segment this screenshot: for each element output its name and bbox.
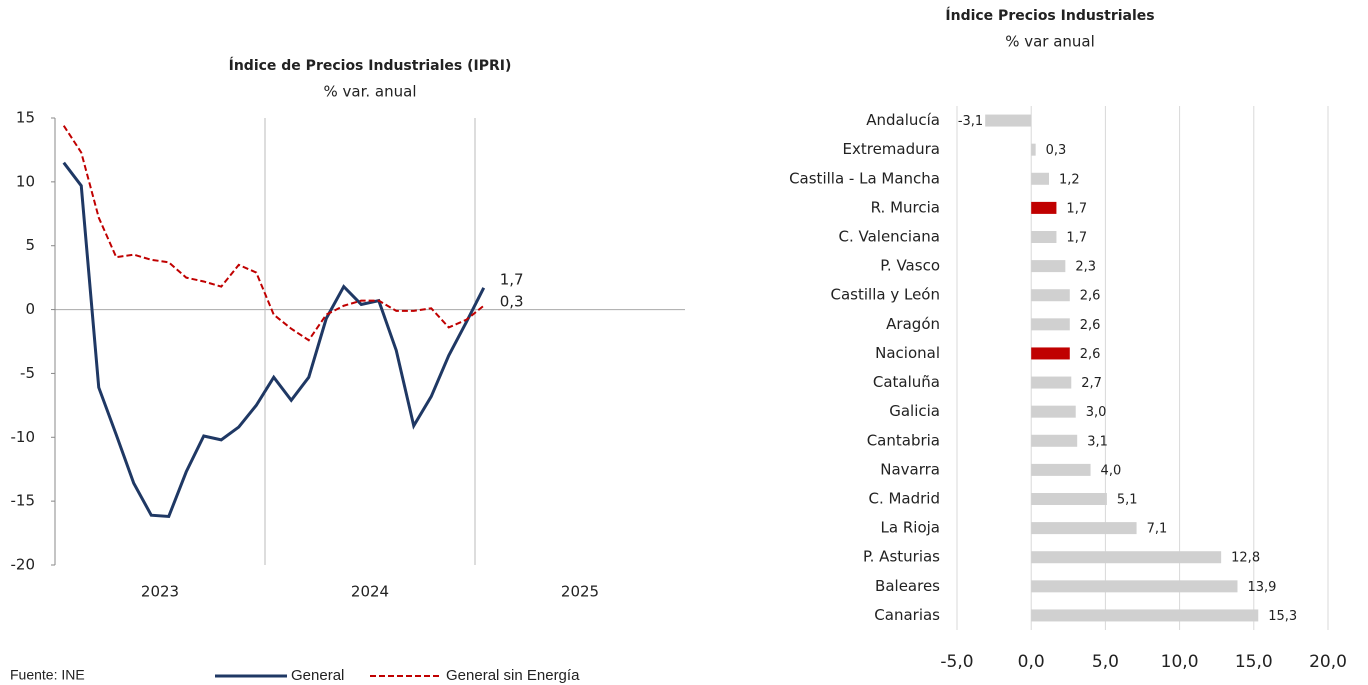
y-tick-label: P. Asturias bbox=[863, 548, 940, 566]
y-tick-label: Nacional bbox=[875, 344, 940, 362]
end-label: 0,3 bbox=[500, 293, 524, 311]
legend-label: General bbox=[291, 667, 344, 684]
chart-subtitle: % var anual bbox=[1005, 33, 1095, 51]
x-tick-label: 2025 bbox=[561, 583, 599, 601]
series-line bbox=[62, 125, 485, 342]
data-label: 2,6 bbox=[1080, 318, 1101, 333]
x-tick-label: 15,0 bbox=[1235, 652, 1273, 672]
y-tick-label: C. Valenciana bbox=[838, 228, 940, 246]
y-tick-label: P. Vasco bbox=[880, 257, 940, 275]
y-tick-label: La Rioja bbox=[881, 519, 940, 537]
data-label: 0,3 bbox=[1046, 143, 1067, 158]
bar bbox=[1031, 493, 1107, 505]
data-label: 2,6 bbox=[1080, 289, 1101, 304]
y-tick-label: 15 bbox=[16, 109, 35, 127]
y-tick-label: 5 bbox=[25, 236, 35, 254]
data-label: 1,2 bbox=[1059, 172, 1080, 187]
bar bbox=[1031, 580, 1238, 593]
data-label: 7,1 bbox=[1147, 522, 1168, 537]
x-tick-label: 20,0 bbox=[1309, 652, 1347, 672]
x-tick-label: 5,0 bbox=[1092, 652, 1119, 672]
bar bbox=[1031, 201, 1057, 214]
y-tick-label: R. Murcia bbox=[871, 198, 940, 216]
data-label: 12,8 bbox=[1231, 551, 1260, 566]
data-label: 2,6 bbox=[1080, 347, 1101, 362]
data-label: 3,1 bbox=[1087, 434, 1108, 449]
bar bbox=[1031, 260, 1066, 273]
y-tick-label: -20 bbox=[11, 556, 36, 574]
y-tick-label: C. Madrid bbox=[868, 490, 940, 508]
data-label: 15,3 bbox=[1268, 609, 1297, 624]
y-tick-label: -5 bbox=[20, 364, 35, 382]
bar bbox=[1031, 434, 1078, 447]
data-label: 4,0 bbox=[1101, 463, 1122, 478]
chart-title: Índice Precios Industriales bbox=[945, 7, 1154, 24]
y-tick-label: -15 bbox=[11, 492, 36, 510]
bar bbox=[985, 114, 1032, 127]
source: Fuente: INE bbox=[10, 667, 85, 683]
data-label: 2,3 bbox=[1075, 260, 1096, 275]
data-label: 2,7 bbox=[1081, 376, 1102, 391]
bar bbox=[1031, 609, 1259, 622]
y-tick-label: 10 bbox=[16, 172, 35, 190]
y-tick-label: Aragón bbox=[886, 315, 940, 333]
data-label: -3,1 bbox=[958, 114, 983, 129]
bar bbox=[1031, 522, 1137, 535]
bar bbox=[1031, 289, 1070, 302]
bar bbox=[1031, 172, 1050, 185]
data-label: 13,9 bbox=[1247, 580, 1276, 595]
legend-label: General sin Energía bbox=[446, 667, 580, 684]
y-tick-label: Canarias bbox=[874, 606, 940, 624]
x-tick-label: 2023 bbox=[141, 583, 179, 601]
bar bbox=[1031, 347, 1070, 360]
y-tick-label: Navarra bbox=[880, 460, 940, 478]
y-tick-label: Cantabria bbox=[867, 431, 940, 449]
chart-subtitle: % var. anual bbox=[324, 83, 417, 101]
data-label: 1,7 bbox=[1066, 201, 1087, 216]
chart-title: Índice de Precios Industriales (IPRI) bbox=[229, 57, 512, 74]
y-tick-label: 0 bbox=[25, 300, 35, 318]
x-tick-label: 0,0 bbox=[1018, 652, 1045, 672]
bar bbox=[1031, 231, 1057, 243]
y-tick-label: -10 bbox=[11, 428, 36, 446]
y-tick-label: Baleares bbox=[875, 577, 940, 595]
y-tick-label: Extremadura bbox=[843, 140, 941, 158]
bar bbox=[1031, 376, 1072, 389]
y-tick-label: Castilla y León bbox=[831, 286, 940, 304]
bar bbox=[1031, 318, 1070, 331]
bar bbox=[1031, 463, 1091, 476]
x-tick-label: 10,0 bbox=[1161, 652, 1199, 672]
end-label: 1,7 bbox=[500, 271, 524, 289]
bar bbox=[1031, 551, 1222, 564]
bar bbox=[1031, 405, 1076, 418]
data-label: 3,0 bbox=[1086, 405, 1107, 420]
y-tick-label: Galicia bbox=[889, 402, 940, 420]
x-tick-label: -5,0 bbox=[940, 652, 973, 672]
series-line bbox=[62, 161, 486, 519]
y-tick-label: Cataluña bbox=[873, 373, 940, 391]
y-tick-label: Andalucía bbox=[866, 111, 940, 129]
data-label: 1,7 bbox=[1066, 231, 1087, 246]
data-label: 5,1 bbox=[1117, 493, 1138, 508]
x-tick-label: 2024 bbox=[351, 583, 389, 601]
bar bbox=[1031, 143, 1036, 156]
y-tick-label: Castilla - La Mancha bbox=[789, 169, 940, 187]
